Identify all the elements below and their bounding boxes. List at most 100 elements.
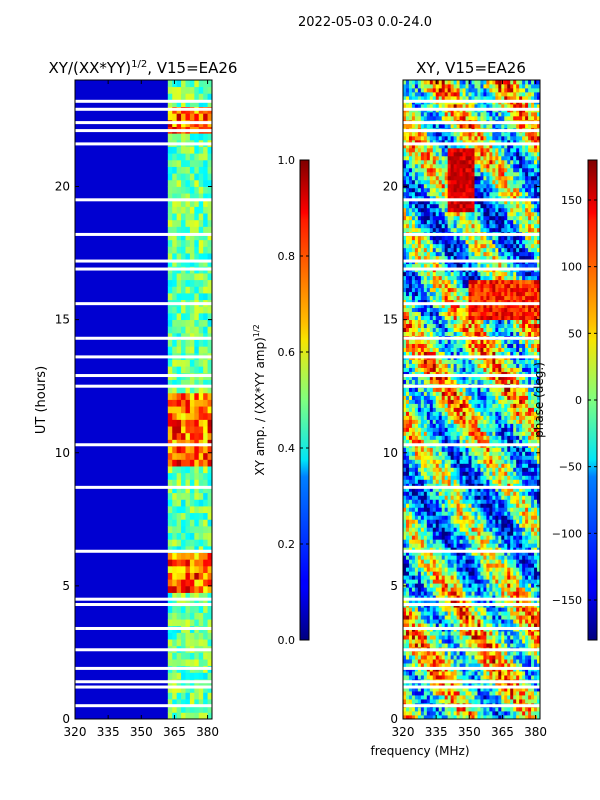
heatmap-cell [495,427,499,432]
heatmap-cell [444,519,449,524]
heatmap-cell [453,535,458,540]
heatmap-cell [447,387,452,392]
heatmap-cell [429,411,434,416]
heatmap-cell [167,93,173,101]
heatmap-cell [516,439,520,444]
heatmap-cell [510,523,514,528]
heatmap-cell [471,439,475,444]
heatmap-cell [471,571,475,576]
heatmap-cell [453,523,458,528]
heatmap-cell [525,663,529,668]
heatmap-cell [474,491,478,496]
heatmap-cell [498,491,502,496]
heatmap-cell [534,655,538,660]
heatmap-cell [432,495,437,500]
heatmap-cell [417,619,422,624]
heatmap-cell [438,395,443,400]
heatmap-cell [471,671,475,676]
heatmap-cell [438,459,443,464]
heatmap-cell [495,599,499,604]
heatmap-cell [474,431,478,436]
heatmap-cell [172,639,178,647]
heatmap-cell [189,339,195,347]
heatmap-cell [465,531,469,536]
heatmap-cell [189,506,195,514]
heatmap-cell [468,439,472,444]
heatmap-cell [528,639,532,644]
heatmap-cell [504,511,508,516]
heatmap-cell [462,651,466,656]
heatmap-cell [403,487,407,492]
heatmap-cell [504,599,508,604]
heatmap-cell [537,507,541,512]
heatmap-cell [513,403,517,408]
heatmap-cell [483,387,487,392]
heatmap-cell [522,571,526,576]
heatmap-cell [471,583,475,588]
heatmap-cell [534,635,538,640]
heatmap-cell [519,527,523,532]
heatmap-cell [459,591,463,596]
heatmap-cell [519,559,523,564]
heatmap-cell [495,395,499,400]
heatmap-cell [441,375,446,380]
heatmap-cell [492,559,496,564]
heatmap-cell [477,543,481,548]
heatmap-cell [185,153,191,161]
heatmap-cell [444,427,449,432]
heatmap-cell [207,332,213,340]
heatmap-cell [207,525,213,534]
heatmap-cell [522,643,526,648]
heatmap-cell [408,643,413,648]
heatmap-cell [528,403,532,408]
heatmap-cell [537,463,541,468]
heatmap-cell [447,467,452,472]
heatmap-cell [474,419,478,424]
heatmap-cell [203,439,208,447]
heatmap-cell [432,427,437,432]
heatmap-cell [471,487,475,492]
heatmap-cell [477,655,481,660]
heatmap-cell [167,432,173,440]
heatmap-cell [501,379,505,384]
heatmap-cell [414,563,419,568]
heatmap-cell [203,179,208,187]
heatmap-cell [172,253,178,261]
heatmap-cell [510,375,514,380]
heatmap-cell [403,439,407,444]
heatmap-cell [531,447,535,452]
heatmap-cell [423,619,428,624]
heatmap-cell [477,707,481,712]
heatmap-cell [203,366,208,374]
heatmap-cell [489,415,493,420]
heatmap-cell [441,511,446,516]
heatmap-cell [207,652,213,660]
heatmap-cell [444,623,449,628]
heatmap-cell [483,539,487,544]
heatmap-cell [528,391,532,396]
heatmap-cell [537,555,541,560]
heatmap-cell [207,432,213,440]
heatmap-cell [483,407,487,412]
heatmap-cell [483,455,487,460]
heatmap-cell [420,415,425,420]
heatmap-cell [465,691,469,696]
heatmap-cell [417,391,422,396]
heatmap-cell [498,623,502,628]
heatmap-cell [172,659,178,667]
heatmap-cell [495,515,499,520]
heatmap-cell [185,479,191,487]
heatmap-cell [501,459,505,464]
heatmap-cell [534,463,538,468]
heatmap-cell [456,683,460,688]
heatmap-cell [189,279,195,287]
heatmap-cell [429,567,434,572]
heatmap-cell [456,543,460,548]
heatmap-cell [453,711,458,716]
heatmap-cell [462,699,466,704]
heatmap-cell [435,379,440,384]
heatmap-cell [453,531,458,536]
heatmap-cell [486,511,490,516]
heatmap-cell [429,523,434,528]
heatmap-cell [423,687,428,692]
